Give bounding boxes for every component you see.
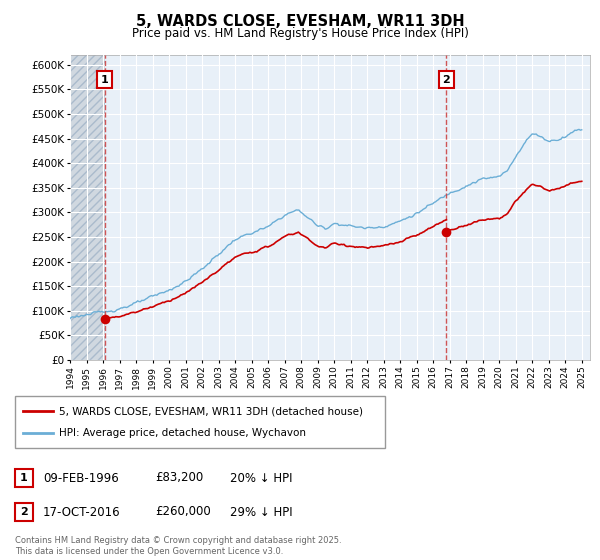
Text: 5, WARDS CLOSE, EVESHAM, WR11 3DH (detached house): 5, WARDS CLOSE, EVESHAM, WR11 3DH (detac… xyxy=(59,406,363,416)
Text: 17-OCT-2016: 17-OCT-2016 xyxy=(43,506,121,519)
Text: 09-FEB-1996: 09-FEB-1996 xyxy=(43,472,119,484)
Text: 1: 1 xyxy=(20,473,28,483)
Text: Price paid vs. HM Land Registry's House Price Index (HPI): Price paid vs. HM Land Registry's House … xyxy=(131,27,469,40)
Text: 5, WARDS CLOSE, EVESHAM, WR11 3DH: 5, WARDS CLOSE, EVESHAM, WR11 3DH xyxy=(136,14,464,29)
Text: 2: 2 xyxy=(20,507,28,517)
Text: 1: 1 xyxy=(101,74,109,85)
Text: 20% ↓ HPI: 20% ↓ HPI xyxy=(230,472,293,484)
Text: £260,000: £260,000 xyxy=(155,506,211,519)
FancyBboxPatch shape xyxy=(15,503,33,521)
Bar xyxy=(70,16,104,360)
FancyBboxPatch shape xyxy=(15,469,33,487)
Text: 29% ↓ HPI: 29% ↓ HPI xyxy=(230,506,293,519)
Text: HPI: Average price, detached house, Wychavon: HPI: Average price, detached house, Wych… xyxy=(59,428,306,438)
Text: 2: 2 xyxy=(443,74,450,85)
Text: Contains HM Land Registry data © Crown copyright and database right 2025.
This d: Contains HM Land Registry data © Crown c… xyxy=(15,536,341,556)
FancyBboxPatch shape xyxy=(15,396,385,448)
Text: £83,200: £83,200 xyxy=(155,472,203,484)
